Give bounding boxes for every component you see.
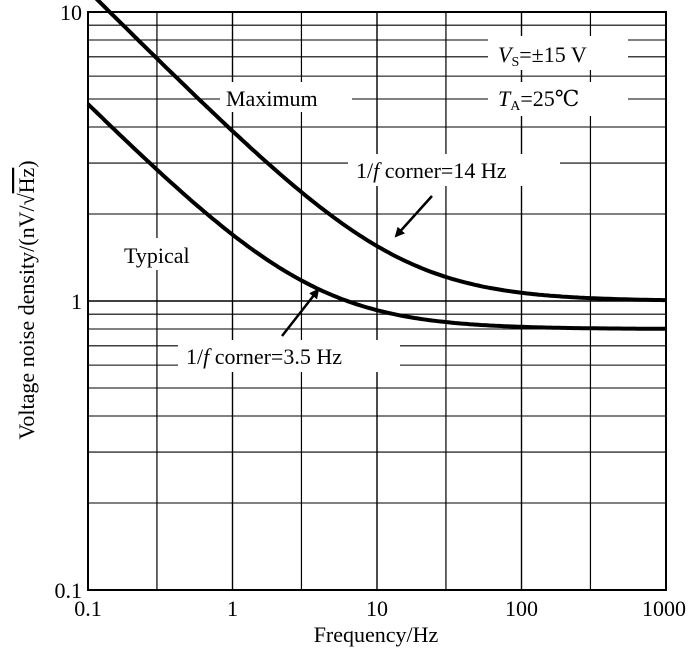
series-line-typical <box>86 102 666 331</box>
x-tick-label: 100 <box>505 596 538 621</box>
plot-frame <box>87 11 667 591</box>
corner-max-bg <box>348 154 560 186</box>
y-tick-label: 10 <box>60 0 82 25</box>
y-tick-label: 0.1 <box>55 578 83 603</box>
maximum-label: Maximum <box>226 86 318 111</box>
ylabel-sqrt-arg: Hz <box>14 167 39 193</box>
corner-max-arrow <box>394 195 433 238</box>
curves <box>86 0 666 331</box>
x-axis-label: Frequency/Hz <box>314 622 439 647</box>
y-axis-label: Voltage noise density/(nV/√Hz) <box>14 160 39 439</box>
conditions-ta-bg <box>488 82 628 116</box>
vs-condition: VS=±15 V <box>498 42 587 70</box>
series-line-maximum <box>94 0 666 303</box>
tick-labels: 0.1 1 10 100 1000 0.1 1 10 <box>55 0 687 621</box>
x-tick-label: 10 <box>366 596 388 621</box>
typical-label-bg <box>118 238 220 270</box>
sqrt-symbol: √ <box>14 192 39 205</box>
corner-max-annotation: 1/f corner=14 Hz <box>356 158 507 183</box>
corner-typ-bg <box>178 340 400 372</box>
typical-label: Typical <box>124 243 190 268</box>
ta-condition: TA=25℃ <box>498 86 579 114</box>
x-tick-label: 0.1 <box>74 596 102 621</box>
y-tick-label: 1 <box>71 289 82 314</box>
maximum-label-bg <box>220 82 352 112</box>
x-tick-label: 1 <box>227 596 238 621</box>
conditions: VS=±15 V TA=25℃ <box>488 36 628 116</box>
corner-typ-annotation: 1/f corner=3.5 Hz <box>186 344 342 369</box>
corner-typ-arrow <box>281 288 320 337</box>
conditions-vs-bg <box>488 36 628 70</box>
x-tick-label: 1000 <box>642 596 686 621</box>
